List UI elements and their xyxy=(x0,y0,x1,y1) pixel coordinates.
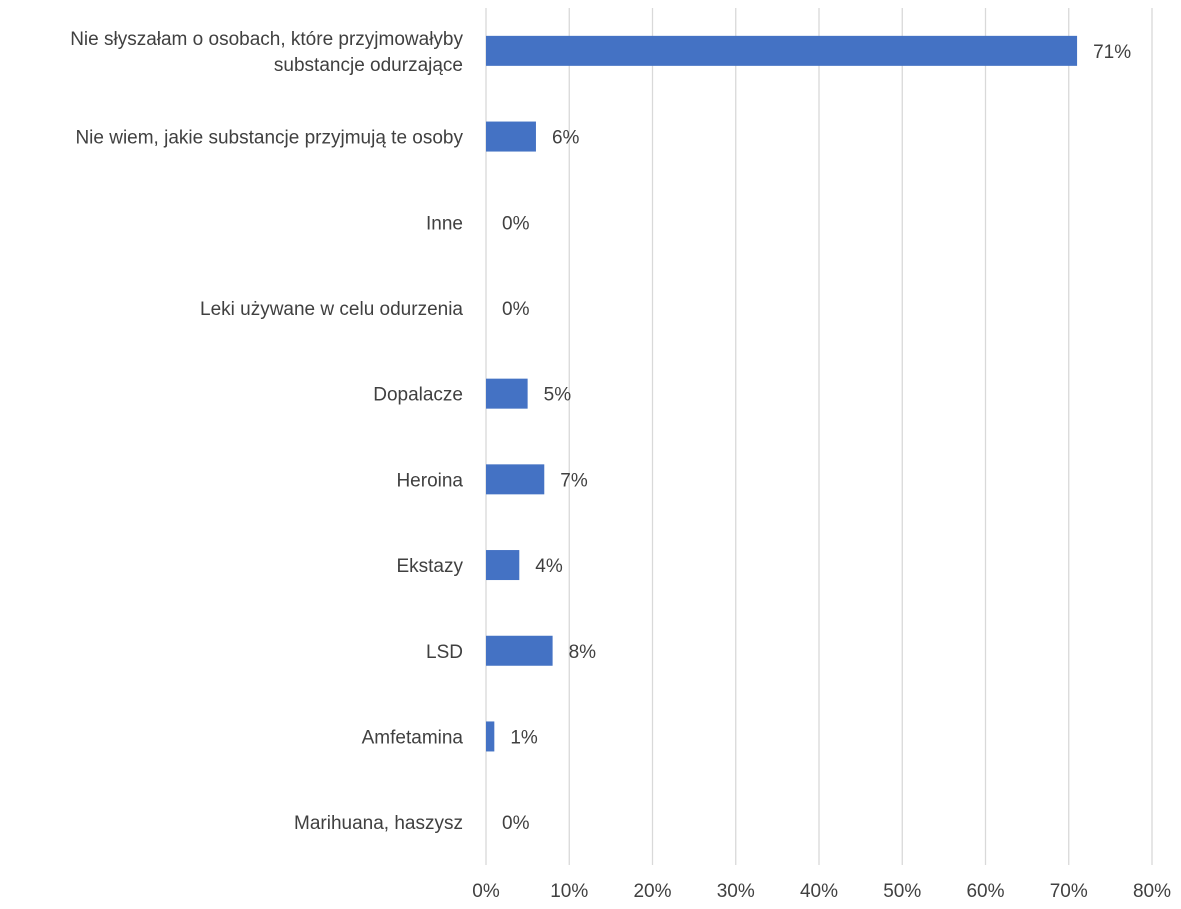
bar xyxy=(486,550,520,581)
category-label: Nie słyszałam o osobach, które przyjmowa… xyxy=(70,29,463,76)
data-label: 5% xyxy=(544,385,572,406)
bars xyxy=(486,35,1078,752)
category-label: Heroina xyxy=(396,470,463,491)
category-label-line: substancje odurzające xyxy=(274,55,463,76)
category-label-line: Dopalacze xyxy=(373,385,463,406)
category-label: Dopalacze xyxy=(373,385,463,406)
category-label-line: Nie wiem, jakie substancje przyjmują te … xyxy=(75,128,463,149)
data-label: 4% xyxy=(535,556,563,577)
data-label: 0% xyxy=(502,213,530,234)
data-label: 6% xyxy=(552,128,580,149)
data-label: 0% xyxy=(502,299,530,320)
data-label: 0% xyxy=(502,813,530,834)
category-label-line: Leki używane w celu odurzenia xyxy=(200,299,463,320)
data-label: 71% xyxy=(1093,42,1131,63)
category-label: Ekstazy xyxy=(396,556,463,577)
bar xyxy=(486,121,536,152)
category-label: Inne xyxy=(426,213,463,234)
x-tick-label: 20% xyxy=(633,881,671,902)
x-tick-label: 0% xyxy=(472,881,500,902)
x-tick-label: 80% xyxy=(1133,881,1171,902)
category-label: Nie wiem, jakie substancje przyjmują te … xyxy=(75,128,463,149)
category-label: LSD xyxy=(426,642,463,663)
category-label: Marihuana, haszysz xyxy=(294,813,463,834)
data-labels: 71% 6% 0% 0% 5% 7% 4% 8% 1% 0% xyxy=(502,42,1131,834)
category-label-line: Marihuana, haszysz xyxy=(294,813,463,834)
category-label-line: Heroina xyxy=(396,470,463,491)
x-tick-label: 10% xyxy=(550,881,588,902)
data-label: 7% xyxy=(560,470,588,491)
bar xyxy=(486,35,1078,66)
category-label-line: Nie słyszałam o osobach, które przyjmowa… xyxy=(70,29,463,50)
bar xyxy=(486,635,553,666)
x-axis-ticks: 0% 10% 20% 30% 40% 50% 60% 70% 80% xyxy=(472,881,1171,902)
category-label: Leki używane w celu odurzenia xyxy=(200,299,463,320)
x-tick-label: 60% xyxy=(966,881,1004,902)
data-label: 1% xyxy=(510,727,538,748)
bar xyxy=(486,464,545,495)
x-tick-label: 40% xyxy=(800,881,838,902)
data-label: 8% xyxy=(569,642,597,663)
x-tick-label: 70% xyxy=(1050,881,1088,902)
x-tick-label: 30% xyxy=(717,881,755,902)
category-label-line: Amfetamina xyxy=(362,727,464,748)
category-label: Amfetamina xyxy=(362,727,464,748)
category-label-line: Inne xyxy=(426,213,463,234)
category-label-line: LSD xyxy=(426,642,463,663)
bar xyxy=(486,721,495,752)
x-tick-label: 50% xyxy=(883,881,921,902)
gridlines xyxy=(485,8,1153,865)
category-label-line: Ekstazy xyxy=(396,556,463,577)
bar xyxy=(486,378,528,409)
category-labels: Nie słyszałam o osobach, które przyjmowa… xyxy=(70,29,463,834)
